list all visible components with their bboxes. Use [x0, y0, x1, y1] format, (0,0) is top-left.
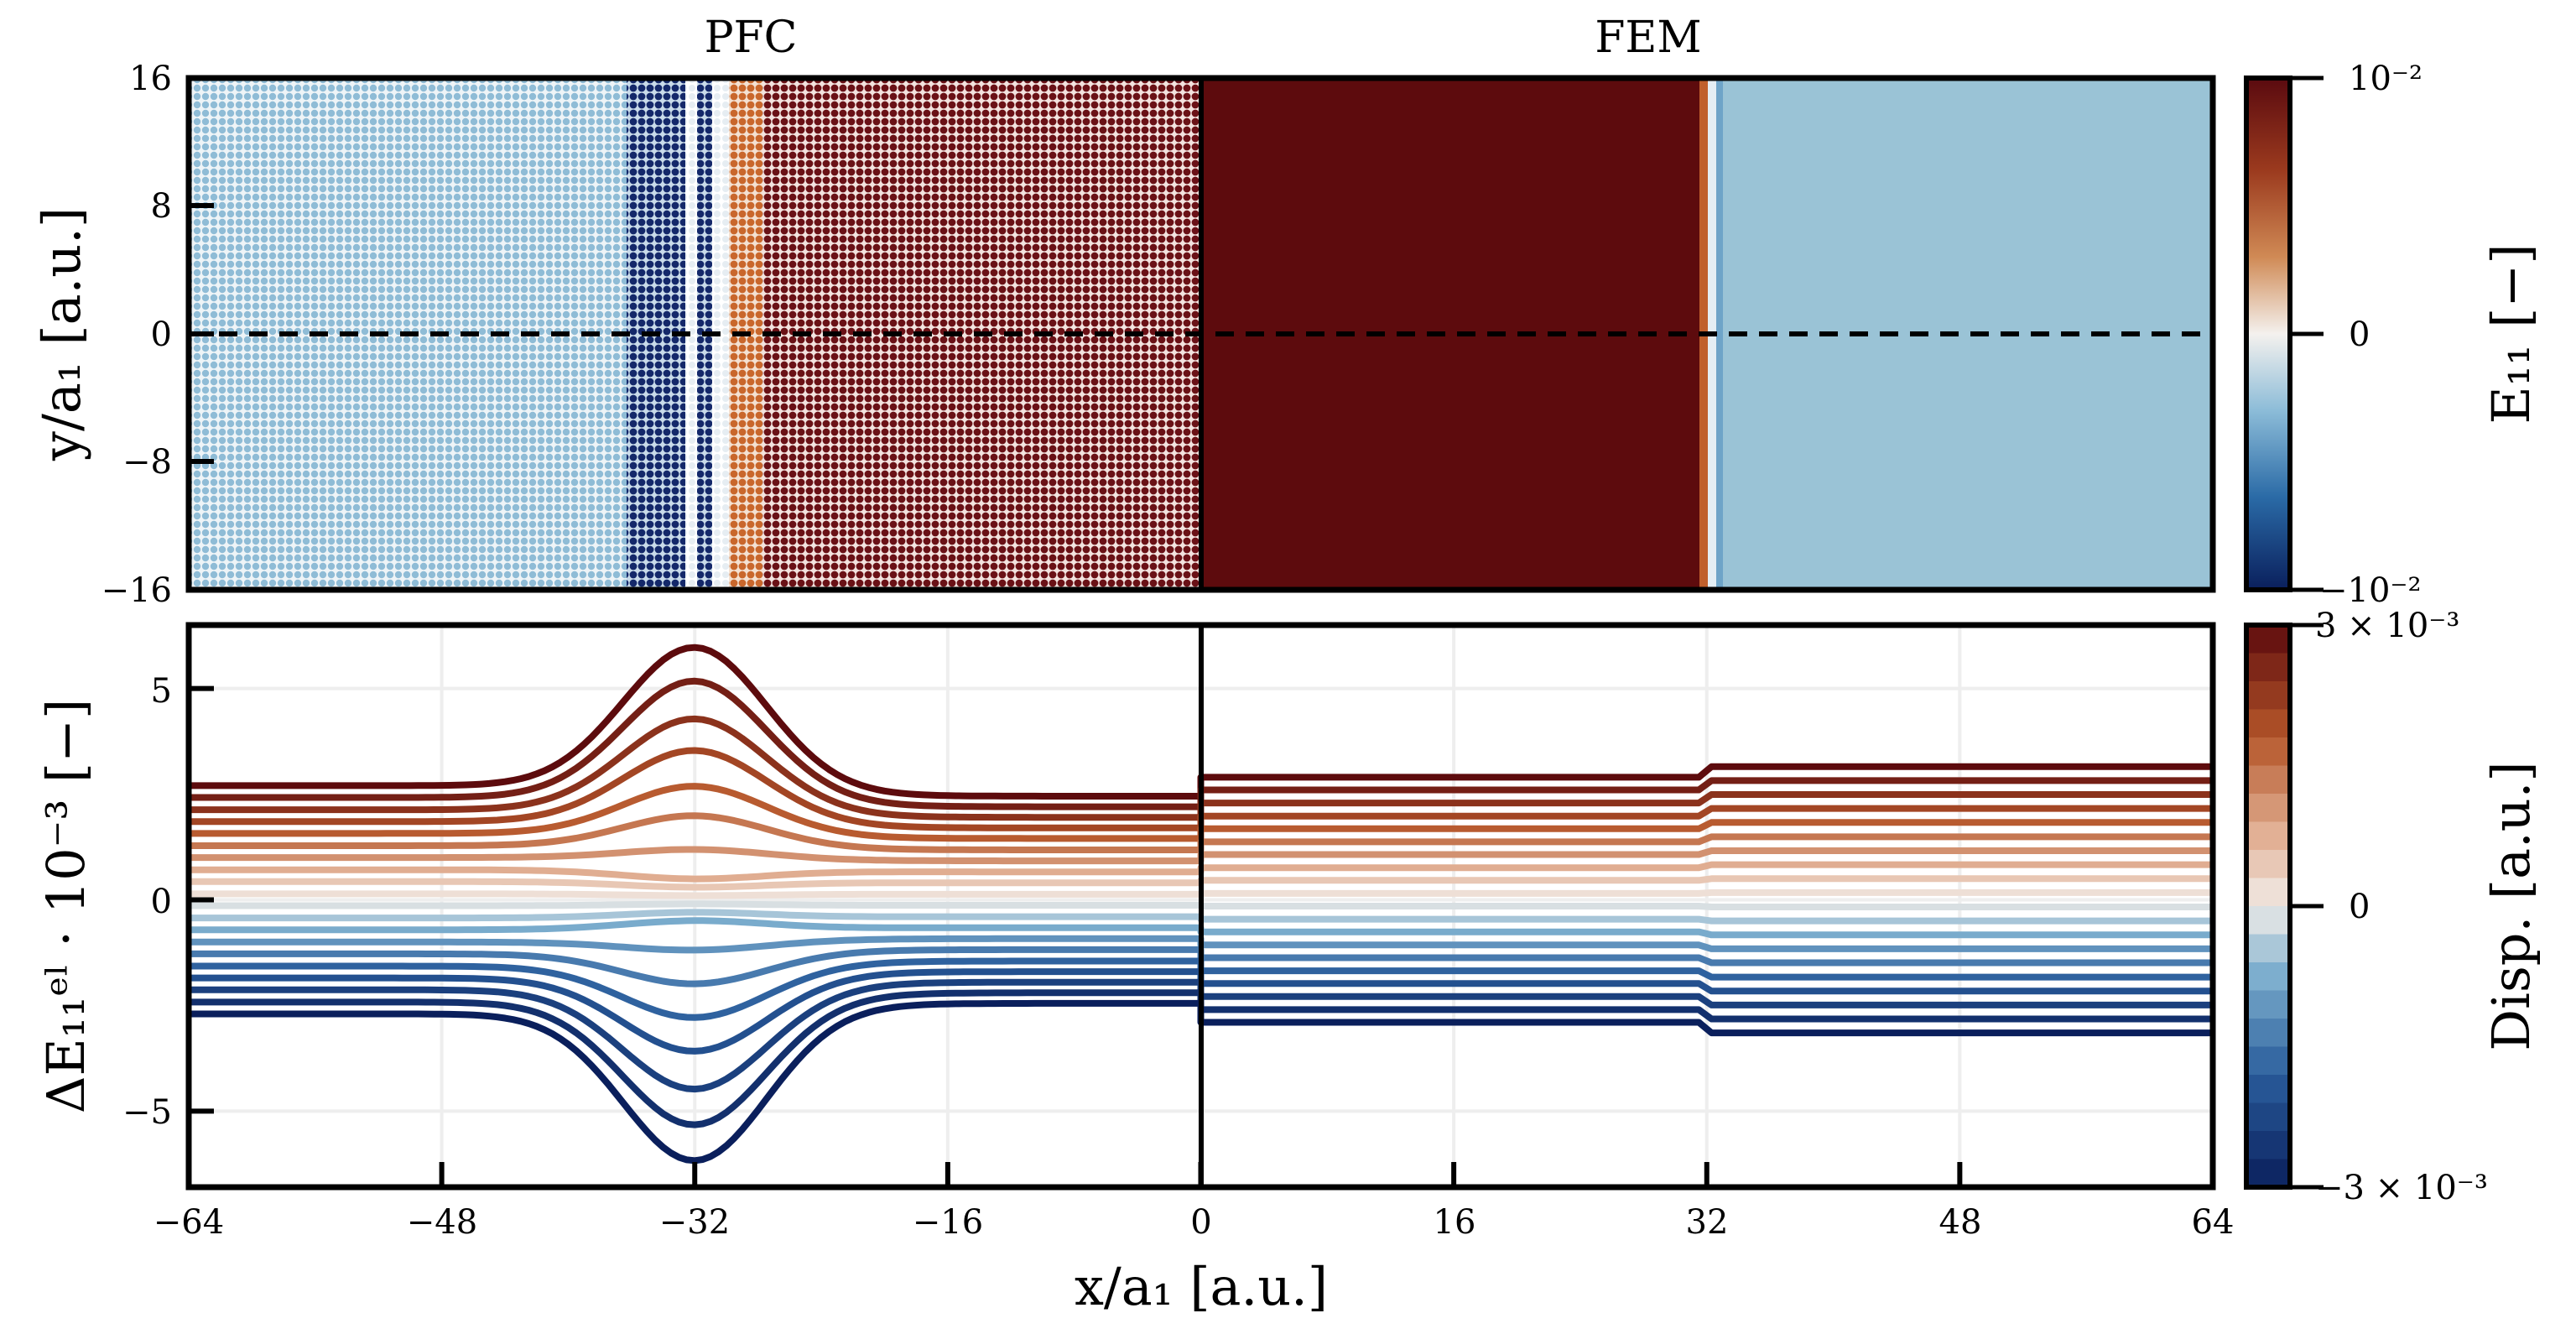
colorbar-step	[2246, 737, 2290, 767]
top-ylabel: y/a₁ [a.u.]	[31, 207, 92, 461]
bottom-panel: 5 0 −5 −64 −48 −32 −16 0 16 32 48 64 ΔE₁…	[35, 622, 2235, 1317]
colorbar-step	[2246, 821, 2290, 851]
colorbar-step	[2246, 709, 2290, 738]
series-line	[189, 747, 2213, 831]
series-line	[189, 861, 2213, 883]
top-ytick-label: −16	[101, 571, 172, 610]
series-line	[189, 917, 2213, 939]
xtick-label: −16	[913, 1203, 983, 1242]
colorbar-bottom-steps	[2246, 625, 2290, 1188]
series-line	[189, 909, 2213, 925]
series-line	[189, 999, 2213, 1165]
cbar-bottom-tick-label: −3 × 10⁻³	[2315, 1169, 2488, 1207]
colorbar-bottom: 3 × 10⁻³ 0 −3 × 10⁻³ Disp. [a.u.]	[2244, 607, 2542, 1207]
bottom-ylabel: ΔE₁₁ᵉˡ · 10⁻³ [−]	[35, 699, 96, 1113]
xtick-label: 64	[2192, 1203, 2235, 1242]
colorbar-step	[2246, 1131, 2290, 1160]
colorbar-step	[2246, 1019, 2290, 1048]
xtick-label: 32	[1686, 1203, 1729, 1242]
colorbar-step	[2246, 794, 2290, 823]
xtick-label: −48	[407, 1203, 477, 1242]
series-line	[189, 989, 2213, 1128]
series-lines	[189, 644, 2213, 1165]
series-line	[189, 783, 2213, 842]
cbar-top-tick-label: 10⁻²	[2349, 60, 2422, 98]
colorbar-step	[2246, 990, 2290, 1019]
bottom-ytick-label: −5	[122, 1093, 172, 1132]
series-line	[189, 812, 2213, 853]
colorbar-step	[2246, 625, 2290, 654]
series-line	[189, 888, 2213, 899]
xtick-label: −64	[154, 1203, 224, 1242]
series-line	[189, 875, 2213, 891]
series-line	[189, 935, 2213, 954]
series-line	[189, 978, 2213, 1093]
series-line	[189, 677, 2213, 810]
colorbar-step	[2246, 765, 2290, 795]
cbar-top-label: E₁₁ [−]	[2480, 243, 2542, 424]
xtick-label: 48	[1939, 1203, 1982, 1242]
series-line	[189, 900, 2213, 910]
fem-interface-blue	[1716, 78, 1723, 590]
top-yticks	[189, 76, 214, 592]
colorbar-step	[2246, 906, 2290, 935]
top-ytick-label: −8	[122, 443, 172, 482]
colorbar-step	[2246, 681, 2290, 711]
top-ytick-label: 8	[151, 187, 172, 226]
pfc-white-stripe	[685, 78, 697, 590]
bottom-ytick-label: 5	[151, 672, 172, 711]
xlabel: x/a₁ [a.u.]	[1075, 1256, 1328, 1317]
colorbar-step	[2246, 1159, 2290, 1188]
colorbar-step	[2246, 962, 2290, 992]
top-panel: 16 8 0 −8 −16 PFC FEM y/a₁ [a.u.]	[31, 13, 2216, 610]
cbar-bottom-tick-label: 3 × 10⁻³	[2315, 607, 2459, 645]
colorbar-step	[2246, 1075, 2290, 1104]
xtick-label: 0	[1190, 1203, 1211, 1242]
colorbar-top: 10⁻² 0 −10⁻² E₁₁ [−]	[2244, 60, 2542, 610]
cbar-bottom-tick-label: 0	[2349, 888, 2370, 926]
colorbar-step	[2246, 1102, 2290, 1132]
top-ytick-label: 0	[151, 315, 172, 354]
title-pfc: PFC	[705, 13, 798, 63]
bottom-ytick-label: 0	[151, 883, 172, 921]
cbar-top-tick-label: 0	[2349, 315, 2370, 354]
colorbar-top-gradient	[2244, 76, 2292, 592]
bottom-yticks	[189, 685, 214, 1114]
top-ytick-label: 16	[129, 60, 172, 98]
series-line	[189, 946, 2213, 987]
cbar-bottom-label: Disp. [a.u.]	[2480, 761, 2542, 1050]
colorbar-step	[2246, 653, 2290, 682]
colorbar-step	[2246, 878, 2290, 907]
xtick-label: 16	[1434, 1203, 1476, 1242]
series-line	[189, 715, 2213, 821]
series-line	[189, 968, 2213, 1055]
colorbar-step	[2246, 1046, 2290, 1076]
colorbar-step	[2246, 934, 2290, 963]
colorbar-step	[2246, 850, 2290, 879]
series-line	[189, 846, 2213, 865]
bottom-xticks	[186, 1162, 2215, 1187]
xtick-label: −32	[659, 1203, 730, 1242]
title-fem: FEM	[1595, 13, 1701, 63]
cbar-top-tick-label: −10⁻²	[2319, 571, 2422, 610]
series-line	[189, 644, 2213, 800]
series-line	[189, 957, 2213, 1021]
